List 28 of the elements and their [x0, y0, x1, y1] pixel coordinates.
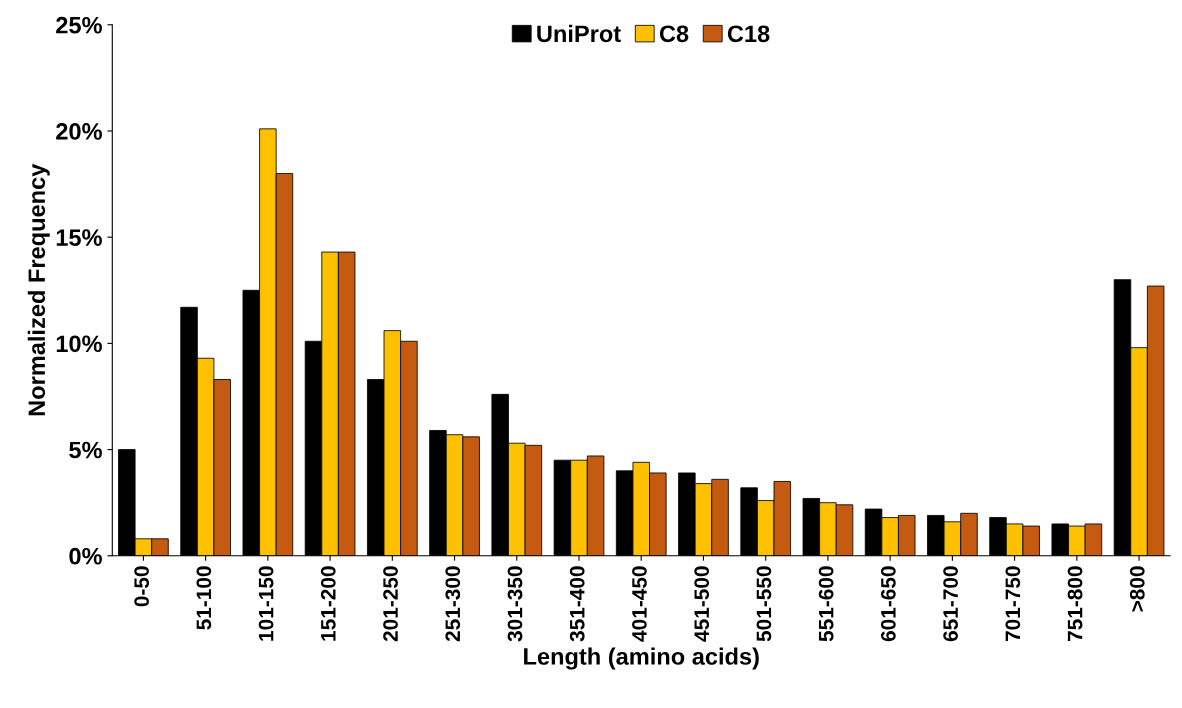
y-tick-label: 5% — [69, 441, 102, 459]
legend-label: C18 — [727, 25, 770, 43]
x-tick-label: 501-550 — [756, 566, 772, 642]
y-tick-label: 10% — [56, 335, 102, 353]
x-tick-label: 401-450 — [632, 566, 647, 642]
legend-label: C8 — [659, 25, 689, 43]
x-tick-label: 451-500 — [694, 566, 710, 642]
x-tick-label: 351-400 — [569, 566, 585, 642]
y-tick-label: 15% — [56, 229, 102, 246]
x-tick-label: 0-50 — [134, 566, 149, 607]
x-tick-label: 701-750 — [1005, 566, 1021, 642]
x-tick-label: 551-600 — [818, 566, 834, 642]
x-tick-label: 101-150 — [258, 566, 274, 641]
x-tick-label: 51-100 — [196, 566, 212, 630]
x-tick-label: 651-700 — [943, 566, 958, 642]
x-tick-label: >800 — [1129, 566, 1145, 612]
x-tick-label: 601-650 — [880, 566, 896, 642]
x-tick-label: 201-250 — [383, 566, 398, 642]
x-tick-label: 751-800 — [1067, 566, 1083, 642]
y-axis-title: Normalized Frequency — [27, 163, 50, 416]
x-tick-label: 151-200 — [320, 566, 336, 641]
x-tick-label: 251-300 — [445, 566, 461, 642]
x-axis-title: Length (amino acids) — [524, 647, 759, 670]
legend-label: UniProt — [537, 24, 621, 43]
y-tick-label: 20% — [56, 123, 102, 140]
y-tick-label: 25% — [56, 16, 102, 34]
y-tick-label: 0% — [69, 547, 102, 565]
x-tick-label: 301-350 — [507, 566, 523, 642]
